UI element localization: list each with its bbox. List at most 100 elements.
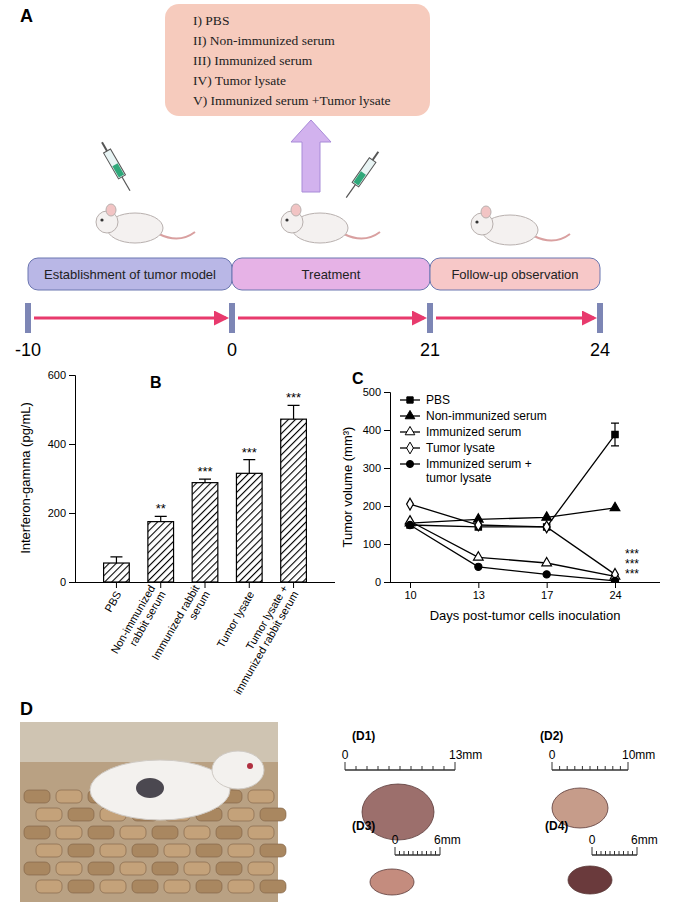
legend-marker <box>405 426 415 434</box>
timeline-label: 0 <box>227 340 237 360</box>
bar <box>148 522 174 582</box>
pellet <box>56 826 82 839</box>
tumor-image: (D4)06mm <box>545 819 658 894</box>
phase-bar <box>232 258 430 290</box>
point <box>610 502 620 510</box>
tumor-image: (D2)010mm <box>540 729 655 828</box>
point <box>543 521 550 533</box>
tumor-image: (D3)06mm <box>352 819 461 895</box>
scale-tick <box>413 851 414 855</box>
tick: PBS <box>102 582 123 614</box>
scale-tick <box>399 851 400 855</box>
tick-label: 10 <box>404 589 416 601</box>
point <box>542 512 552 520</box>
pellet <box>132 880 158 893</box>
scale-label: 6mm <box>631 833 658 847</box>
scale-tick <box>395 847 396 855</box>
timeline-tick <box>229 303 235 333</box>
scale-tick <box>552 762 553 770</box>
tick: 400 <box>48 438 75 450</box>
series-line <box>410 521 615 576</box>
pellet <box>100 844 126 857</box>
panel-label: D <box>20 699 33 719</box>
panel-label: C <box>352 370 364 387</box>
legend-label: Immunized serum <box>426 425 521 439</box>
image-label: (D4) <box>545 819 568 833</box>
panel-b: 0200400600PBSNon-immunizedrabbit serumIm… <box>18 369 335 697</box>
mouse-tail <box>534 234 570 241</box>
panel-label: B <box>150 374 162 391</box>
tick-label: 17 <box>541 589 553 601</box>
error-bar <box>611 423 619 446</box>
tick-mark <box>384 506 390 507</box>
series-line <box>410 525 615 581</box>
pellet <box>68 844 94 857</box>
text-line: PBS <box>426 393 450 407</box>
tick-mark <box>69 444 75 445</box>
syringe-fluid <box>112 163 124 177</box>
error-bar <box>288 405 300 419</box>
pellet <box>260 844 286 857</box>
tick-mark <box>69 582 75 583</box>
tick-mark <box>69 513 75 514</box>
scale-tick <box>582 766 583 770</box>
panel-label: A <box>20 6 33 26</box>
text-line: Immunized rabbit <box>149 583 202 662</box>
pellet <box>228 844 254 857</box>
point <box>475 563 482 570</box>
lines <box>405 423 620 582</box>
tick: 100 <box>363 538 390 550</box>
point <box>542 557 552 565</box>
tick-label: 200 <box>363 500 381 512</box>
timeline-tick <box>427 303 433 333</box>
tick-label: 200 <box>48 507 66 519</box>
scale-tick <box>567 766 568 770</box>
photo-bg <box>20 722 278 902</box>
mouse-ear <box>481 206 491 218</box>
scale-tick <box>590 766 591 770</box>
text-line: tumor lysate <box>426 471 492 485</box>
pellet <box>120 826 146 839</box>
axis-title: Tumor volume (mm³) <box>340 427 355 548</box>
pellet <box>68 808 94 821</box>
tick-mark <box>384 430 390 431</box>
pellet <box>248 826 274 839</box>
significance: *** <box>625 547 639 561</box>
tick: Tumor lysate +immunized rabbit serum <box>221 582 301 697</box>
pellet <box>196 880 222 893</box>
tick-label: 400 <box>48 438 66 450</box>
phase-bar <box>430 258 600 290</box>
scale-tick <box>444 766 445 770</box>
mouse-body <box>90 760 230 820</box>
scale-tick <box>614 851 615 855</box>
scale-tick <box>408 851 409 855</box>
scale-tick <box>605 851 606 855</box>
pellet <box>120 862 146 875</box>
syringe-barrel <box>352 158 376 187</box>
scale-tick <box>417 851 418 855</box>
image-label: (D3) <box>352 819 375 833</box>
point <box>407 498 414 510</box>
legend-marker <box>407 397 413 403</box>
syringe-needle <box>122 177 130 191</box>
scale-tick <box>411 766 412 770</box>
mouse-eye <box>475 220 478 223</box>
axis: PBSNon-immunizedrabbit serumImmunized ra… <box>86 582 326 697</box>
scale-tick <box>610 851 611 855</box>
tick: 13 <box>473 582 485 601</box>
point <box>612 431 618 437</box>
point <box>406 521 413 528</box>
timeline-arrow <box>436 317 594 320</box>
legend-label: PBS <box>426 393 450 407</box>
text-line: Immunized serum + <box>426 457 532 471</box>
syringe-fluid <box>354 171 366 185</box>
tick-label: 300 <box>363 462 381 474</box>
scale-tick <box>440 847 441 855</box>
pellet <box>56 790 82 803</box>
scale-tick <box>356 766 357 770</box>
scale-tick <box>597 766 598 770</box>
scale-tick <box>422 851 423 855</box>
treatment-item: IV) Tumor lysate <box>193 73 286 88</box>
scale-tick <box>431 851 432 855</box>
point <box>543 571 550 578</box>
